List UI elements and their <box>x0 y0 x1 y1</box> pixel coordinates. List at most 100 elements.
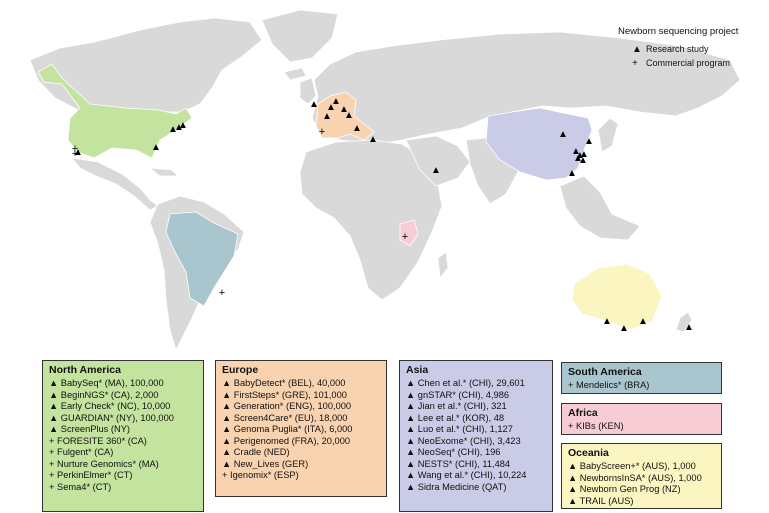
marker-bra: + <box>219 287 225 299</box>
region-box-europe: Europe ▲ BabyDetect* (BEL), 40,000 ▲ Firs… <box>215 360 387 497</box>
marker-chi-a: ▲ <box>558 129 568 140</box>
project-item: ▲ ScreenPlus (NY) <box>49 424 131 434</box>
australia-region <box>571 263 663 331</box>
usa-region <box>37 63 193 159</box>
project-item: ▲ BabyDetect* (BEL), 40,000 <box>222 378 346 388</box>
project-item: ▲ NESTS* (CHI), 11,484 <box>406 458 511 469</box>
project-item: + Sema4* (CT) <box>49 481 112 492</box>
legend-item-research: ▲ Research study <box>618 42 738 56</box>
central-america-land <box>71 157 159 211</box>
marker-ca-c: + <box>72 148 78 160</box>
region-items: ▲ BabyDetect* (BEL), 40,000 ▲ FirstSteps*… <box>222 378 380 482</box>
project-item: ▲ BabyScreen+* (AUS), 1,000 <box>568 461 696 471</box>
marker-gre: ▲ <box>368 134 378 145</box>
region-title: Africa <box>568 407 598 419</box>
world-map: ▲ + + ▲ ▲ ▲ ▲ ▲ ▲ ▲ ▲ ▲ ▲ + ▲ ▲ ▲ ▲ ▲ ▲ … <box>29 9 741 352</box>
southeast-asia-land <box>559 175 641 241</box>
marker-chi-d: ▲ <box>579 149 589 160</box>
project-item: ▲ NeoExome* (CHI), 3,423 <box>406 435 521 446</box>
marker-aus-a: ▲ <box>602 316 612 327</box>
map-legend: Newborn sequencing project ▲ Research st… <box>618 26 738 70</box>
project-item: + Igenomix* (ESP) <box>222 470 299 480</box>
region-items: + Mendelics* (BRA) <box>568 380 715 392</box>
region-title: Oceania <box>568 447 609 459</box>
project-item: ▲ NewbornsInSA* (AUS), 1,000 <box>568 472 702 483</box>
project-item: ▲ GUARDIAN* (NY), 100,000 <box>49 412 174 423</box>
marker-ned: ▲ <box>331 96 341 107</box>
marker-aus-b: ▲ <box>619 323 629 334</box>
china-region <box>485 107 593 181</box>
marker-ger: ▲ <box>339 104 349 115</box>
marker-ny-a: ▲ <box>168 124 178 135</box>
region-items: + KIBs (KEN) <box>568 421 715 433</box>
project-item: ▲ Perigenomed (FRA), 20,000 <box>222 435 351 446</box>
brazil-region <box>165 211 239 307</box>
region-title: Europe <box>222 364 259 376</box>
project-item: ▲ Chen et al.* (CHI), 29,601 <box>406 378 525 388</box>
region-items: ▲ Chen et al.* (CHI), 29,601 ▲ gnSTAR* (C… <box>406 378 546 493</box>
marker-ca-a: ▲ <box>73 147 83 158</box>
project-item: ▲ Luo et al.* (CHI), 1,127 <box>406 424 513 434</box>
japan-land <box>597 117 619 153</box>
region-items: ▲ BabyScreen+* (AUS), 1,000 ▲ NewbornsInS… <box>568 461 715 507</box>
legend-label: Commercial program <box>646 58 731 68</box>
region-title: South America <box>568 366 642 378</box>
project-item: ▲ Genoma Puglia* (ITA), 6,000 <box>222 424 353 434</box>
marker-bel: ▲ <box>326 102 336 113</box>
project-item: ▲ Jian et al.* (CHI), 321 <box>406 401 507 411</box>
region-box-north-america: North America ▲ BabySeq* (MA), 100,000 ▲ … <box>42 360 204 512</box>
region-box-africa: Africa + KIBs (KEN) <box>561 403 722 435</box>
project-item: ▲ Wang et al.* (CHI), 10,224 <box>406 470 527 480</box>
project-item: ▲ Cradle (NED) <box>222 447 290 457</box>
uk-land <box>299 77 317 105</box>
marker-chi-e: ▲ <box>573 153 583 164</box>
region-items: ▲ BabySeq* (MA), 100,000 ▲ BeginNGS* (CA)… <box>49 378 197 493</box>
middle-east-land <box>405 135 471 187</box>
marker-kor: ▲ <box>584 136 594 147</box>
marker-chi-c: ▲ <box>575 150 585 161</box>
marker-uk: ▲ <box>309 99 319 110</box>
caribbean-land <box>148 167 179 177</box>
marker-nc: ▲ <box>151 142 161 153</box>
iceland-land <box>283 67 307 81</box>
marker-aus-c: ▲ <box>638 316 648 327</box>
project-item: ▲ Early Check* (NC), 10,000 <box>49 401 171 411</box>
legend-label: Research study <box>646 44 709 54</box>
marker-chi-g: ▲ <box>567 168 577 179</box>
marker-ma: ▲ <box>178 120 188 131</box>
marker-eu: ▲ <box>344 110 354 121</box>
kenya-region <box>399 219 419 247</box>
canada-land <box>29 17 263 113</box>
project-item: ▲ Generation* (ENG), 100,000 <box>222 401 352 411</box>
marker-esp: + <box>319 126 325 138</box>
marker-ny-b: ▲ <box>174 122 184 133</box>
new-zealand-land <box>675 311 693 333</box>
madagascar-land <box>437 251 449 280</box>
project-item: ▲ BeginNGS* (CA), 2,000 <box>49 389 159 400</box>
region-box-asia: Asia ▲ Chen et al.* (CHI), 29,601 ▲ gnSTA… <box>399 360 553 512</box>
greenland-land <box>261 9 339 63</box>
project-item: ▲ BabySeq* (MA), 100,000 <box>49 378 164 388</box>
markers: ▲ + + ▲ ▲ ▲ ▲ ▲ ▲ ▲ ▲ ▲ ▲ + ▲ ▲ ▲ ▲ ▲ ▲ … <box>72 96 694 334</box>
highlighted-regions <box>37 63 663 331</box>
marker-ca-b: + <box>72 143 78 155</box>
project-item: ▲ Newborn Gen Prog (NZ) <box>568 484 681 494</box>
project-item: ▲ FirstSteps* (GRE), 101,000 <box>222 389 347 400</box>
project-item: + Nurture Genomics* (MA) <box>49 458 159 469</box>
europe-region <box>315 91 375 141</box>
marker-nz: ▲ <box>684 322 694 333</box>
triangle-icon: ▲ <box>632 43 642 55</box>
plus-icon: + <box>632 57 638 69</box>
legend-item-commercial: + Commercial program <box>618 56 738 70</box>
project-item: + PerkinElmer* (CT) <box>49 470 133 480</box>
legend-title: Newborn sequencing project <box>618 26 739 37</box>
project-item: ▲ TRAIL (AUS) <box>568 495 634 506</box>
project-item: ▲ Sidra Medicine (QAT) <box>406 481 507 492</box>
marker-qat: ▲ <box>431 165 441 176</box>
region-title: North America <box>49 364 121 376</box>
project-item: + KIBs (KEN) <box>568 421 624 431</box>
marker-fra: ▲ <box>322 111 332 122</box>
project-item: + FORESITE 360* (CA) <box>49 435 147 446</box>
project-item: ▲ New_Lives (GER) <box>222 458 309 469</box>
africa-land <box>299 139 443 301</box>
